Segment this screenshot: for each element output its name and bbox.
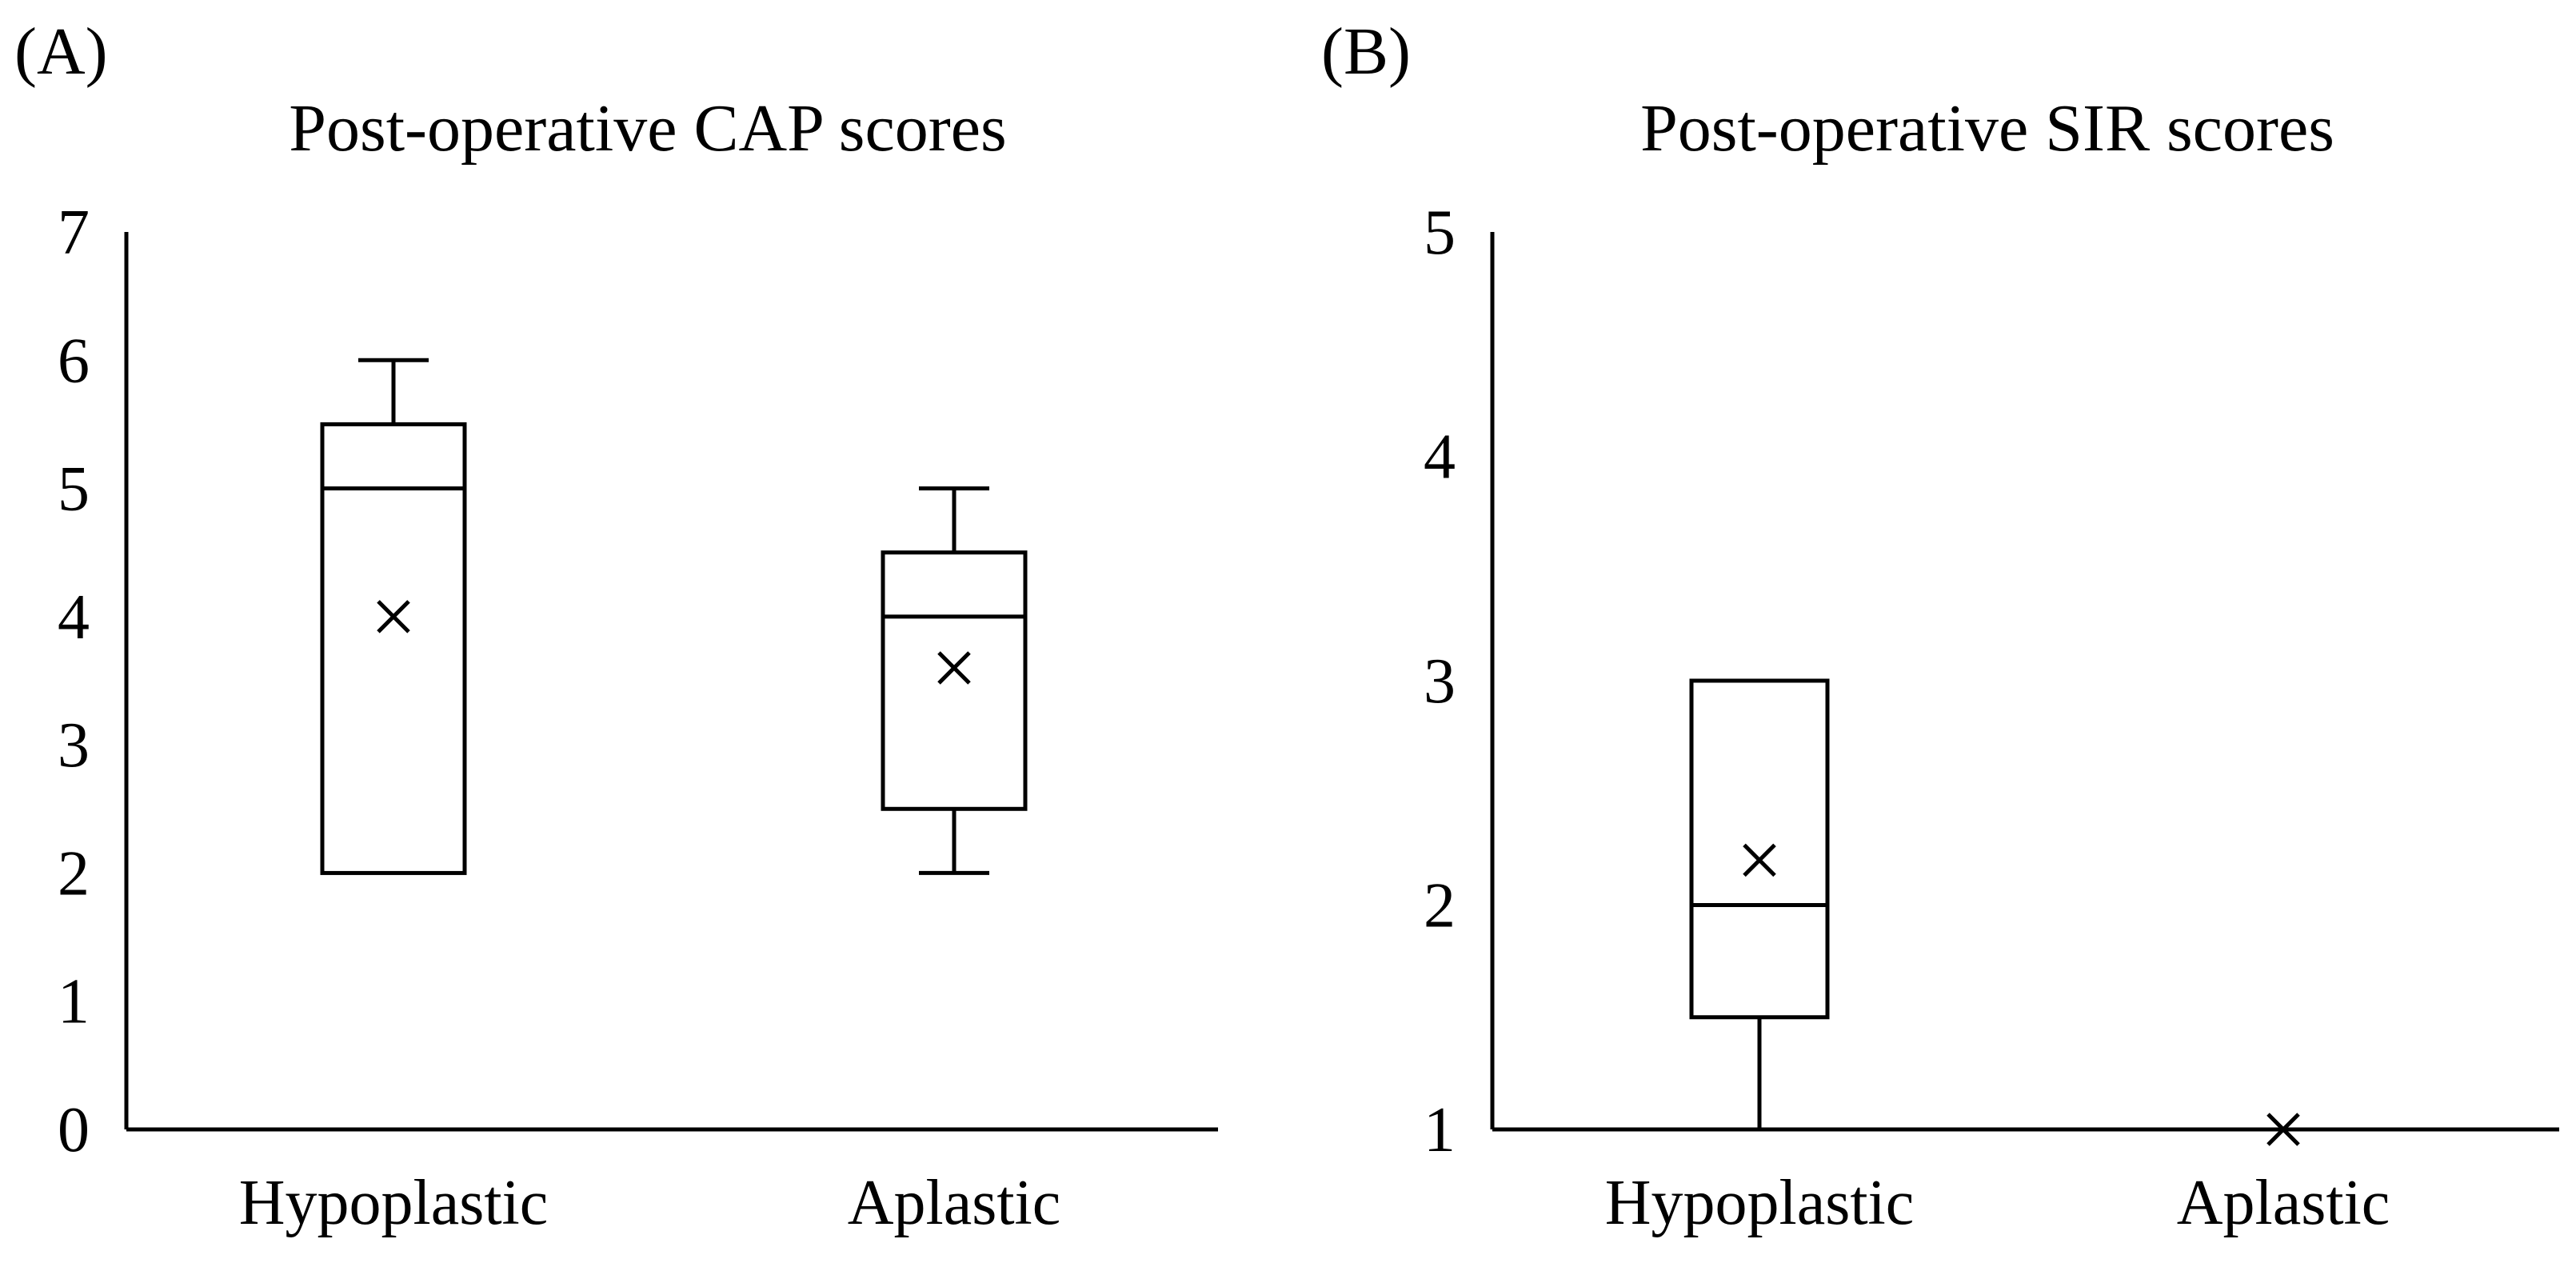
cap-aplastic-mean-marker xyxy=(937,651,971,685)
cap-y-tick-label: 4 xyxy=(58,582,90,653)
panel-b: (B) Post-operative SIR scores 1 2 3 4 5 Hypop… xyxy=(1321,14,2559,1238)
sir-x-category-label: Hypoplastic xyxy=(1605,1168,1915,1238)
cap-x-category-label: Aplastic xyxy=(848,1168,1061,1238)
sir-aplastic-box-plot xyxy=(2266,1113,2300,1146)
panel-b-title: Post-operative SIR scores xyxy=(1640,91,2334,166)
cap-y-tick-label: 0 xyxy=(58,1095,90,1165)
sir-y-tick-label: 2 xyxy=(1424,871,1456,941)
sir-hypoplastic-box-plot xyxy=(1689,678,1830,1129)
sir-hypoplastic-mean-marker xyxy=(1743,843,1776,877)
sir-aplastic-mean-marker xyxy=(2266,1113,2300,1146)
sir-y-tick-label: 1 xyxy=(1424,1095,1456,1165)
cap-y-tick-label: 7 xyxy=(58,198,90,268)
panel-a-label: (A) xyxy=(14,14,108,89)
cap-y-tick-label: 1 xyxy=(58,967,90,1037)
sir-y-tick-label: 5 xyxy=(1424,198,1456,268)
cap-aplastic-iqr-box xyxy=(881,550,1028,811)
sir-hypoplastic-iqr-box xyxy=(1689,678,1830,1020)
panel-b-label: (B) xyxy=(1321,14,1411,89)
sir-y-tick-label: 4 xyxy=(1424,422,1456,493)
cap-y-tick-label: 2 xyxy=(58,838,90,909)
cap-hypoplastic-iqr-box xyxy=(320,422,467,875)
sir-x-category-label: Aplastic xyxy=(2177,1168,2390,1238)
cap-y-tick-label: 3 xyxy=(58,710,90,781)
cap-aplastic-box-plot xyxy=(881,486,1028,875)
cap-hypoplastic-box-plot xyxy=(320,358,467,875)
panel-a: (A) Post-operative CAP scores 0 1 2 3 4 5 6 7 Hy… xyxy=(14,14,1218,1238)
cap-y-tick-label: 5 xyxy=(58,454,90,525)
cap-x-category-label: Hypoplastic xyxy=(239,1168,549,1238)
sir-y-tick-label: 3 xyxy=(1424,646,1456,717)
cap-y-tick-label: 6 xyxy=(58,326,90,396)
panel-a-title: Post-operative CAP scores xyxy=(289,91,1006,166)
cap-hypoplastic-mean-marker xyxy=(377,600,410,634)
